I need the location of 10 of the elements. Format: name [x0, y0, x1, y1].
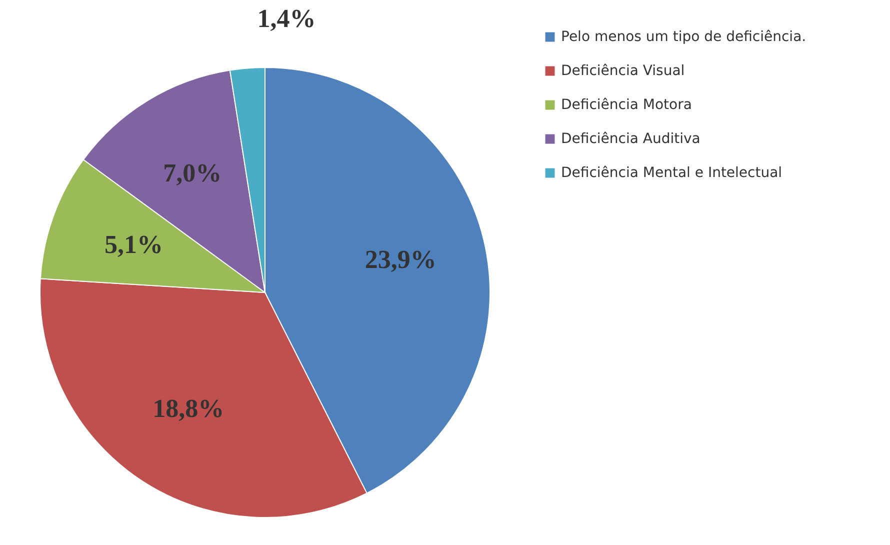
legend-label: Deficiência Visual: [561, 63, 685, 79]
data-label: 18,8%: [152, 394, 224, 424]
legend-label: Deficiência Motora: [561, 97, 692, 113]
data-label: 7,0%: [163, 158, 222, 188]
data-label: 5,1%: [104, 230, 164, 260]
legend-label: Deficiência Auditiva: [561, 131, 700, 147]
legend-label: Pelo menos um tipo de deficiência.: [561, 29, 806, 45]
data-label: 23,9%: [364, 245, 436, 274]
legend-label: Deficiência Mental e Intelectual: [561, 165, 782, 181]
data-label: 1,4%: [257, 4, 316, 33]
